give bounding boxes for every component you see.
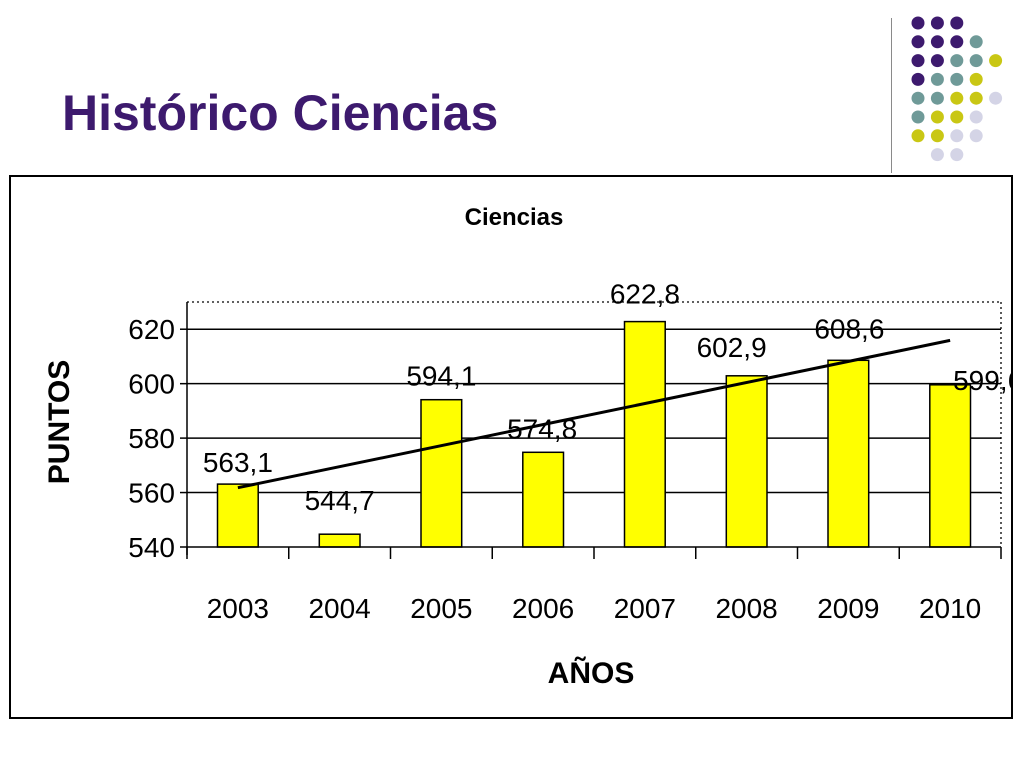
bar-chart: Ciencias PUNTOS AÑOS 540 560 580 600 620 2003… bbox=[43, 204, 1011, 690]
decorative-dot bbox=[969, 110, 983, 124]
decorative-dot bbox=[930, 16, 944, 30]
y-tick-label: 540 bbox=[128, 532, 175, 563]
decorative-dot bbox=[911, 35, 925, 49]
plot-area: 540 560 580 600 620 2003 2004 2005 2006 2007 2008 2… bbox=[128, 279, 1011, 624]
data-label: 602,9 bbox=[697, 332, 767, 363]
x-tick-label: 2005 bbox=[410, 593, 472, 624]
decorative-dot bbox=[969, 35, 983, 49]
decorative-dot bbox=[930, 54, 944, 68]
decorative-dot bbox=[969, 72, 983, 86]
decorative-dot bbox=[950, 35, 964, 49]
data-label: 608,6 bbox=[814, 313, 884, 344]
y-axis-title: PUNTOS bbox=[43, 360, 76, 484]
x-axis-title: AÑOS bbox=[548, 656, 635, 690]
decorative-dot bbox=[911, 129, 925, 143]
data-label: 594,1 bbox=[406, 361, 476, 392]
bar-2004 bbox=[318, 533, 361, 548]
x-tick-label: 2004 bbox=[308, 593, 370, 624]
decorative-dot bbox=[950, 129, 964, 143]
decorative-dot bbox=[930, 129, 944, 143]
bar-2003 bbox=[216, 483, 259, 548]
decorative-dot bbox=[969, 91, 983, 105]
decorative-dot bbox=[930, 91, 944, 105]
decorative-dot bbox=[969, 129, 983, 143]
decorative-dot bbox=[950, 72, 964, 86]
x-tick-label: 2009 bbox=[817, 593, 879, 624]
decorative-dot bbox=[950, 91, 964, 105]
x-tick-label: 2008 bbox=[715, 593, 777, 624]
chart-frame: Ciencias PUNTOS AÑOS 540 560 580 600 620 2003… bbox=[9, 175, 1013, 719]
decorative-dot bbox=[989, 91, 1003, 105]
bar-2006 bbox=[522, 451, 565, 548]
y-tick-label: 580 bbox=[128, 423, 175, 454]
x-tick-label: 2007 bbox=[614, 593, 676, 624]
decorative-dot bbox=[911, 110, 925, 124]
chart-title: Ciencias bbox=[465, 204, 564, 231]
bar-2008 bbox=[725, 375, 768, 548]
bar-2005 bbox=[420, 398, 463, 548]
decorative-dot bbox=[989, 54, 1003, 68]
decorative-dot bbox=[950, 148, 964, 162]
y-tick-label: 600 bbox=[128, 369, 175, 400]
bar-2007 bbox=[623, 320, 666, 548]
decorative-dot bbox=[930, 72, 944, 86]
decorative-dot bbox=[930, 148, 944, 162]
decorative-dot bbox=[950, 110, 964, 124]
bar-2009 bbox=[827, 359, 870, 548]
x-tick-label: 2010 bbox=[919, 593, 981, 624]
trend-line bbox=[237, 338, 951, 490]
slide-title: Histórico Ciencias bbox=[62, 85, 499, 141]
decorative-dot bbox=[950, 16, 964, 30]
y-tick-label: 620 bbox=[128, 314, 175, 345]
data-label: 622,8 bbox=[610, 279, 680, 310]
decorative-dot bbox=[911, 16, 925, 30]
title-divider bbox=[891, 18, 892, 173]
data-label: 574,8 bbox=[507, 413, 577, 444]
decorative-dot bbox=[911, 54, 925, 68]
x-tick-label: 2006 bbox=[512, 593, 574, 624]
bar-2010 bbox=[929, 384, 972, 548]
decorative-dot bbox=[930, 35, 944, 49]
decorative-dot bbox=[911, 72, 925, 86]
decorative-dot bbox=[930, 110, 944, 124]
x-tick-label: 2003 bbox=[207, 593, 269, 624]
data-label: 544,7 bbox=[305, 485, 375, 516]
decorative-dot bbox=[911, 91, 925, 105]
y-tick-label: 560 bbox=[128, 478, 175, 509]
decorative-dot bbox=[950, 54, 964, 68]
data-label: 563,1 bbox=[203, 447, 273, 478]
decorative-dot bbox=[969, 54, 983, 68]
data-label: 599,6 bbox=[953, 365, 1011, 396]
